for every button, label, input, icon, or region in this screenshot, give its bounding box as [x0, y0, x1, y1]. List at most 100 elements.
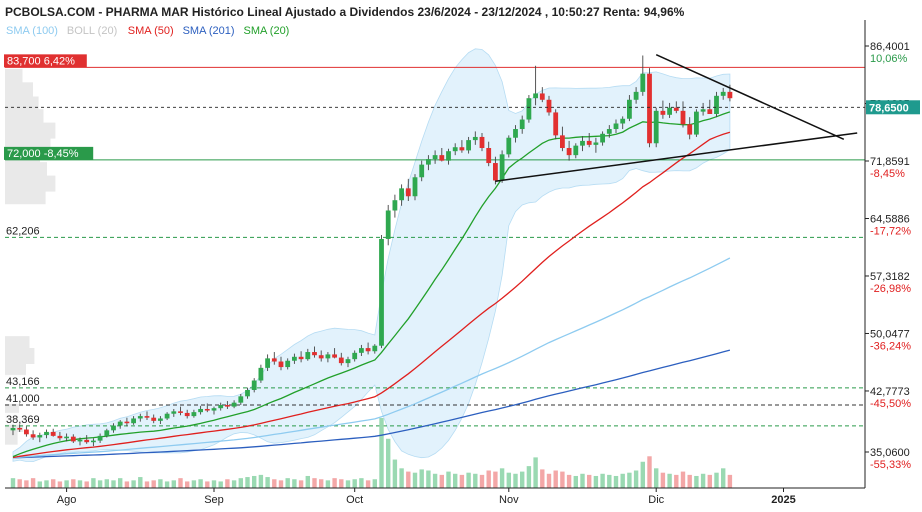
volume-bar [620, 473, 625, 488]
volume-bar [506, 472, 511, 488]
candle-body [680, 110, 686, 125]
candle-body [640, 73, 646, 92]
volume-bar [365, 480, 371, 488]
volume-bar [352, 479, 357, 488]
volume-profile-bar [5, 82, 33, 99]
volume-bar [674, 474, 679, 488]
volume-bar [138, 477, 143, 488]
volume-bar [104, 479, 109, 488]
volume-bar [660, 472, 666, 488]
x-tick-label: Nov [499, 494, 519, 506]
volume-bar [298, 480, 304, 488]
volume-bar [406, 471, 411, 488]
candle-body [426, 159, 431, 165]
candle-body [30, 434, 36, 438]
candle-body [198, 408, 203, 413]
volume-bar [285, 478, 290, 488]
candle-body [439, 155, 445, 161]
candle-body [97, 435, 103, 441]
volume-bar [345, 480, 351, 488]
volume-bar [546, 473, 552, 488]
volume-bar [540, 469, 545, 488]
candle-body [178, 411, 183, 413]
volume-bar [57, 481, 63, 488]
volume-bar [84, 481, 89, 488]
candle-body [513, 129, 518, 138]
candle-body [506, 137, 512, 155]
candle-body [446, 151, 451, 161]
volume-bar [680, 471, 686, 488]
volume-bar [37, 481, 42, 488]
candle-body [359, 348, 364, 353]
volume-bar [439, 474, 444, 488]
candle-body [57, 435, 63, 439]
candle-body [325, 354, 331, 359]
volume-bar [627, 472, 632, 488]
volume-bar [44, 480, 49, 488]
candle-body [627, 99, 632, 119]
candle-body [365, 348, 371, 352]
y-tick-pct: -55,33% [870, 459, 911, 471]
volume-bar [77, 480, 83, 488]
volume-bar [332, 478, 337, 488]
legend-item: BOLL (20) [67, 25, 117, 37]
volume-bar [124, 481, 130, 488]
volume-bar [714, 472, 719, 488]
volume-bar [526, 466, 532, 488]
volume-bar [580, 473, 585, 488]
candle-body [338, 357, 344, 364]
y-tick-pct: -45,50% [870, 398, 911, 410]
candle-body [231, 402, 237, 407]
candle-body [218, 405, 224, 409]
volume-profile-bar [5, 188, 46, 205]
candle-body [707, 109, 713, 115]
volume-bar [292, 479, 297, 488]
level-label: 62,206 [6, 225, 40, 237]
level-label-bg [4, 392, 47, 405]
volume-bar [97, 480, 103, 488]
volume-bar [17, 479, 22, 488]
level-label: 41,000 [6, 393, 40, 405]
candle-body [332, 354, 337, 358]
candle-body [600, 133, 605, 143]
volume-bar [118, 478, 123, 488]
volume-bar [185, 481, 190, 488]
x-tick-label: Oct [346, 494, 363, 506]
candle-body [539, 93, 545, 100]
level-tag-box [4, 146, 94, 160]
candle-body [305, 352, 311, 360]
candle-body [533, 93, 538, 99]
volume-bar [432, 473, 438, 488]
volume-bars [10, 418, 733, 488]
volume-bar [687, 474, 692, 488]
volume-bar [566, 474, 572, 488]
candle-body [727, 91, 733, 99]
candle-body [633, 91, 639, 100]
volume-bar [399, 468, 404, 488]
volume-bar [111, 480, 116, 488]
legend-item: SMA (100) [6, 25, 58, 37]
volume-bar [218, 481, 223, 488]
y-tick-pct: -36,24% [870, 340, 911, 352]
candle-body [10, 427, 16, 431]
candle-body [432, 155, 438, 160]
candle-body [647, 73, 652, 144]
candle-body [519, 119, 525, 130]
volume-bar [164, 481, 170, 488]
volume-bar [178, 478, 183, 488]
volume-bar [131, 480, 136, 488]
level-label: 83,700 6,42% [7, 55, 75, 67]
candle-body [586, 140, 592, 145]
volume-profile-bar [5, 96, 39, 113]
volume-bar [64, 480, 69, 488]
volume-profile-bar [5, 109, 44, 126]
candle-body [17, 427, 23, 430]
candle-body [694, 111, 699, 135]
volume-bar [479, 474, 485, 488]
y-tick-pct: -8,45% [870, 168, 905, 180]
volume-bar [71, 479, 76, 488]
candle-body [37, 435, 43, 438]
candle-body [472, 136, 478, 141]
volume-profile-bar [5, 162, 47, 179]
volume-bar [238, 478, 243, 488]
